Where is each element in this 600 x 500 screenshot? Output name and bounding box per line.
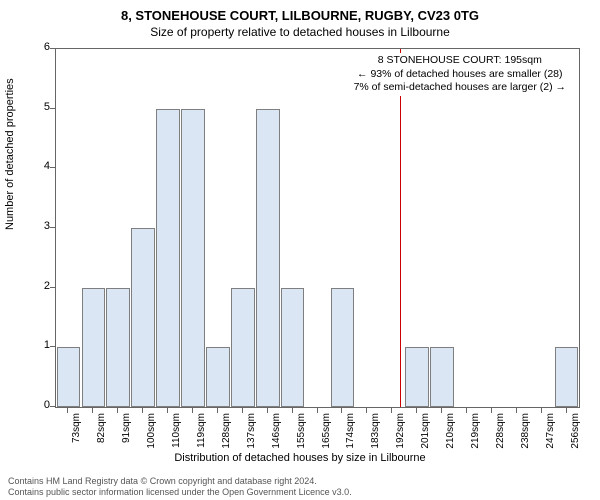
annotation-line: 7% of semi-detached houses are larger (2…: [354, 81, 566, 95]
x-tick-label: 174sqm: [345, 413, 356, 463]
x-tick-label: 155sqm: [296, 413, 307, 463]
x-tick: [117, 408, 118, 413]
x-tick-label: 219sqm: [470, 413, 481, 463]
x-tick: [366, 408, 367, 413]
x-tick-label: 256sqm: [570, 413, 581, 463]
x-tick: [441, 408, 442, 413]
y-tick: [50, 48, 55, 49]
x-tick-label: 228sqm: [495, 413, 506, 463]
histogram-bar: [331, 288, 355, 407]
x-tick-label: 183sqm: [370, 413, 381, 463]
x-tick: [391, 408, 392, 413]
y-tick-label: 3: [30, 220, 50, 232]
x-tick: [516, 408, 517, 413]
histogram-bar: [231, 288, 255, 407]
annotation-box: 8 STONEHOUSE COURT: 195sqm← 93% of detac…: [351, 53, 569, 96]
histogram-bar: [206, 347, 230, 407]
x-tick-label: 137sqm: [246, 413, 257, 463]
histogram-bar: [82, 288, 106, 407]
x-tick-label: 82sqm: [96, 413, 107, 463]
y-tick: [50, 227, 55, 228]
x-tick-label: 128sqm: [221, 413, 232, 463]
x-tick-label: 247sqm: [545, 413, 556, 463]
histogram-bar: [57, 347, 81, 407]
y-tick-label: 1: [30, 339, 50, 351]
plot-area: 8 STONEHOUSE COURT: 195sqm← 93% of detac…: [55, 48, 580, 408]
x-tick: [217, 408, 218, 413]
annotation-line: 8 STONEHOUSE COURT: 195sqm: [354, 54, 566, 68]
histogram-bar: [405, 347, 429, 407]
chart-subtitle: Size of property relative to detached ho…: [0, 23, 600, 39]
histogram-bar: [430, 347, 454, 407]
x-tick-label: 210sqm: [445, 413, 456, 463]
footer-line1: Contains HM Land Registry data © Crown c…: [8, 476, 352, 487]
y-tick-label: 2: [30, 280, 50, 292]
x-tick-label: 91sqm: [121, 413, 132, 463]
y-tick: [50, 346, 55, 347]
reference-line: [400, 49, 401, 407]
x-tick-label: 201sqm: [420, 413, 431, 463]
x-tick: [267, 408, 268, 413]
footer-line2: Contains public sector information licen…: [8, 487, 352, 498]
x-tick: [541, 408, 542, 413]
y-axis-label: Number of detached properties: [4, 78, 16, 230]
annotation-line: ← 93% of detached houses are smaller (28…: [354, 68, 566, 82]
histogram-bar: [156, 109, 180, 407]
x-tick: [491, 408, 492, 413]
histogram-bar: [131, 228, 155, 407]
x-tick: [167, 408, 168, 413]
x-tick: [67, 408, 68, 413]
x-tick-label: 192sqm: [395, 413, 406, 463]
y-tick: [50, 287, 55, 288]
histogram-bar: [106, 288, 130, 407]
x-tick-label: 146sqm: [271, 413, 282, 463]
chart-container: 8, STONEHOUSE COURT, LILBOURNE, RUGBY, C…: [0, 0, 600, 500]
histogram-bar: [555, 347, 579, 407]
x-tick: [416, 408, 417, 413]
histogram-bar: [281, 288, 305, 407]
x-tick-label: 110sqm: [171, 413, 182, 463]
y-tick-label: 5: [30, 101, 50, 113]
x-tick: [466, 408, 467, 413]
x-tick: [192, 408, 193, 413]
x-tick: [566, 408, 567, 413]
y-tick: [50, 108, 55, 109]
x-tick: [142, 408, 143, 413]
y-tick: [50, 406, 55, 407]
histogram-bar: [181, 109, 205, 407]
x-tick: [317, 408, 318, 413]
y-tick-label: 0: [30, 399, 50, 411]
y-tick: [50, 167, 55, 168]
x-tick: [242, 408, 243, 413]
chart-title: 8, STONEHOUSE COURT, LILBOURNE, RUGBY, C…: [0, 0, 600, 23]
x-tick: [341, 408, 342, 413]
x-tick-label: 119sqm: [196, 413, 207, 463]
y-tick-label: 4: [30, 160, 50, 172]
histogram-bar: [256, 109, 280, 407]
y-tick-label: 6: [30, 41, 50, 53]
x-tick-label: 165sqm: [321, 413, 332, 463]
x-tick-label: 100sqm: [146, 413, 157, 463]
x-tick-label: 73sqm: [71, 413, 82, 463]
footer-attribution: Contains HM Land Registry data © Crown c…: [8, 476, 352, 498]
x-tick-label: 238sqm: [520, 413, 531, 463]
x-tick: [92, 408, 93, 413]
x-tick: [292, 408, 293, 413]
